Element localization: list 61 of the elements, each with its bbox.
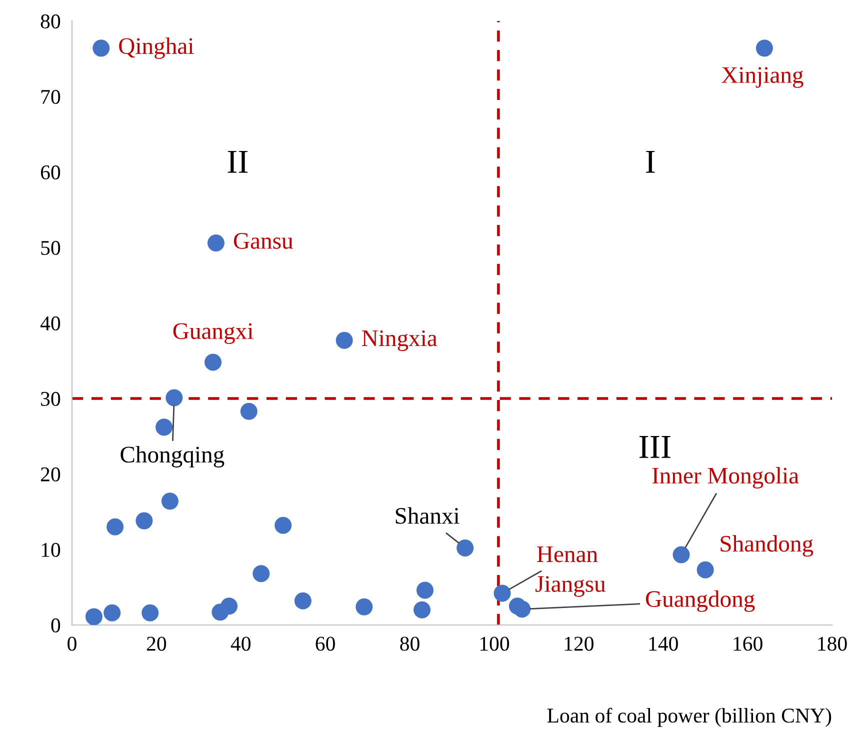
x-tick-label: 60 (316, 636, 335, 651)
x-tick-label: 80 (400, 636, 420, 651)
x-tick-label: 20 (146, 636, 166, 651)
point (756, 40, 773, 57)
point (156, 418, 173, 436)
y-tick-label: 50 (41, 240, 60, 255)
x-tick-label: 180 (818, 636, 847, 651)
annotation: Inner Mongolia (652, 467, 799, 489)
point (494, 584, 511, 602)
annotation: Xinjiang (722, 67, 804, 88)
point (414, 601, 431, 618)
annotation: Qinghai (119, 37, 194, 59)
y-tick-label: 0 (51, 618, 60, 632)
point (104, 604, 121, 622)
point (274, 516, 292, 534)
x-axis-title: Loan of coal power (billion CNY) (547, 708, 832, 727)
point (294, 592, 312, 610)
point (696, 561, 714, 578)
point (456, 539, 474, 556)
point (92, 40, 110, 57)
point (356, 598, 373, 616)
annotation: Henan (537, 546, 598, 562)
point (142, 604, 159, 622)
x-tick-label: 0 (68, 636, 76, 651)
point (672, 546, 690, 564)
point (220, 598, 238, 615)
y-tick-label: 30 (41, 392, 60, 406)
y-tick-label: 10 (42, 542, 60, 557)
y-tick-label: 40 (40, 316, 60, 330)
annotation: III (639, 436, 670, 458)
y-tick-label: 70 (41, 90, 60, 104)
annotation: Gansu (234, 233, 293, 249)
point (136, 512, 153, 530)
annotation: II (228, 150, 248, 173)
y-tick-label: 60 (40, 165, 60, 180)
y-tick-label: 20 (40, 467, 60, 482)
point (336, 332, 353, 349)
annotation: Guangxi (173, 323, 254, 344)
point (207, 234, 224, 252)
point (85, 608, 102, 625)
annotation: Jiangsu (536, 576, 606, 597)
point (514, 600, 531, 618)
point (240, 402, 258, 420)
point (166, 389, 183, 406)
point (106, 518, 124, 536)
annotation: Chongqing (120, 446, 224, 468)
point (252, 565, 270, 582)
annotation: I (646, 150, 655, 173)
annotation: Shanxi (396, 507, 460, 524)
annotation: Shandong (720, 535, 814, 557)
x-tick-label: 100 (480, 636, 510, 651)
point (161, 492, 178, 510)
x-tick-label: 120 (564, 636, 594, 651)
y-tick-label: 80 (40, 14, 60, 28)
point (204, 354, 222, 371)
x-tick-label: 160 (734, 636, 762, 651)
x-tick-label: 140 (649, 636, 678, 651)
x-tick-label: 40 (230, 636, 251, 651)
annotation: Ningxia (362, 330, 438, 352)
annotation: Guangdong (646, 590, 755, 612)
point (416, 582, 434, 599)
